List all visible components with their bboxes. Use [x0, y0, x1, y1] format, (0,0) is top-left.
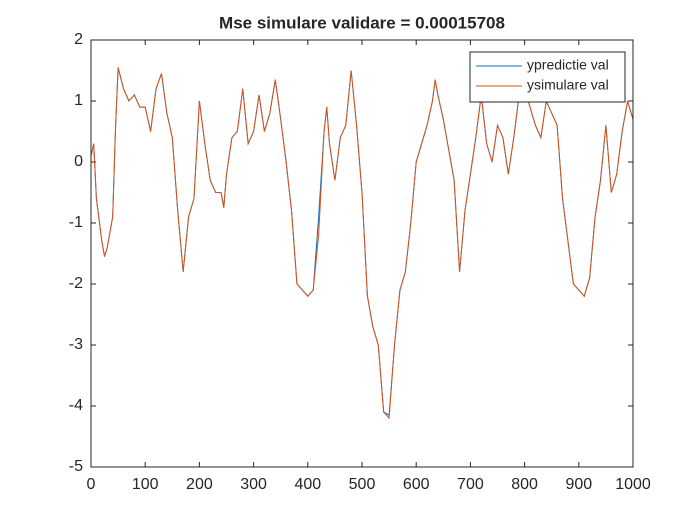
y-tick-label: -5 — [69, 458, 83, 475]
y-tick-label: -1 — [69, 214, 83, 231]
axes-box — [90, 39, 634, 468]
y-tick-label: -2 — [69, 275, 83, 292]
x-tick-label: 0 — [87, 476, 96, 493]
series-line — [90, 67, 634, 420]
y-tick-label: 1 — [74, 92, 83, 109]
y-tick-label: 2 — [74, 31, 83, 48]
x-tick-label: 700 — [457, 476, 484, 493]
x-tick-label: 1000 — [615, 476, 651, 493]
plot-area — [91, 40, 633, 467]
x-tick-label: 300 — [240, 476, 267, 493]
x-tick-label: 400 — [294, 476, 321, 493]
y-tick-label: -4 — [69, 397, 83, 414]
legend-label: ysimulare val — [527, 77, 609, 93]
legend-box — [469, 51, 626, 103]
legend-label: ypredictie val — [527, 57, 609, 73]
y-tick-label: -3 — [69, 336, 83, 353]
chart-title: Mse simulare validare = 0.00015708 — [219, 13, 505, 32]
x-tick-label: 800 — [511, 476, 538, 493]
x-tick-label: 500 — [349, 476, 376, 493]
y-tick-label: 0 — [74, 153, 83, 170]
x-tick-label: 100 — [132, 476, 159, 493]
x-tick-label: 600 — [403, 476, 430, 493]
x-tick-label: 900 — [565, 476, 592, 493]
x-tick-label: 200 — [186, 476, 213, 493]
